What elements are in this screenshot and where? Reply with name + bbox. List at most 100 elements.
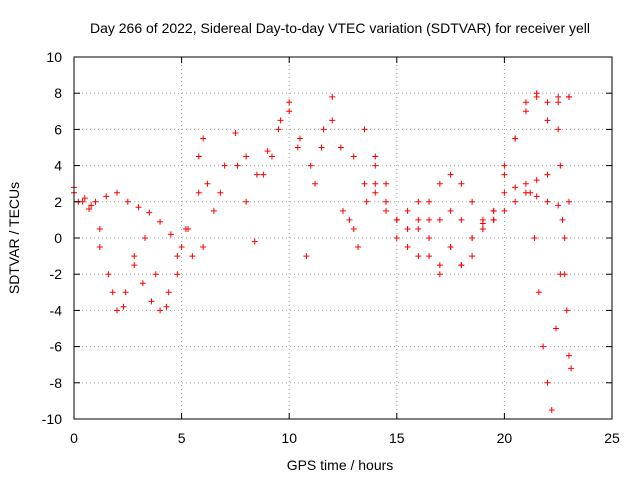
data-point bbox=[135, 204, 142, 211]
data-point bbox=[346, 216, 353, 223]
data-point bbox=[522, 99, 529, 106]
data-point bbox=[200, 244, 207, 251]
data-point bbox=[544, 198, 551, 205]
x-axis-label: GPS time / hours bbox=[287, 457, 394, 473]
data-point bbox=[340, 207, 346, 214]
data-point bbox=[447, 244, 454, 251]
data-point bbox=[458, 216, 465, 223]
data-point bbox=[404, 244, 411, 251]
data-point bbox=[337, 144, 344, 151]
data-point bbox=[253, 171, 260, 178]
data-point bbox=[185, 225, 192, 232]
series-sat-track-7 bbox=[350, 93, 572, 260]
data-point bbox=[109, 289, 116, 296]
data-point bbox=[544, 379, 551, 386]
data-point bbox=[383, 180, 390, 187]
data-point bbox=[426, 198, 433, 205]
data-point bbox=[174, 253, 181, 260]
data-point bbox=[163, 303, 170, 310]
x-tick-label: 5 bbox=[178, 430, 186, 446]
series-sat-track-6 bbox=[340, 90, 572, 232]
data-point bbox=[436, 271, 443, 278]
data-point bbox=[307, 162, 314, 169]
data-point bbox=[383, 207, 390, 214]
data-point bbox=[329, 117, 336, 124]
data-point bbox=[350, 225, 357, 232]
data-point bbox=[490, 207, 497, 214]
y-tick-label: 2 bbox=[54, 194, 62, 210]
data-point bbox=[490, 216, 497, 223]
data-point bbox=[469, 253, 476, 260]
data-point bbox=[174, 271, 181, 278]
data-point bbox=[200, 135, 207, 142]
data-point bbox=[426, 253, 433, 260]
y-axis-label: SDTVAR / TECUs bbox=[6, 182, 22, 294]
grid bbox=[74, 57, 612, 419]
data-point bbox=[404, 225, 411, 232]
y-tick-label: -10 bbox=[42, 411, 62, 427]
data-point bbox=[139, 280, 146, 287]
data-point bbox=[165, 289, 172, 296]
data-point bbox=[157, 218, 164, 225]
series-sat-track-8 bbox=[372, 171, 551, 269]
data-point bbox=[469, 198, 476, 205]
data-point bbox=[522, 108, 529, 115]
data-point bbox=[458, 180, 465, 187]
data-point bbox=[329, 93, 336, 100]
y-tick-label: -4 bbox=[50, 302, 63, 318]
series-sat-track-5 bbox=[234, 93, 379, 260]
data-point bbox=[146, 209, 153, 216]
series-sat-track-10 bbox=[527, 189, 572, 413]
data-point bbox=[286, 108, 293, 115]
y-tick-label: 0 bbox=[54, 230, 62, 246]
data-point bbox=[469, 235, 476, 241]
data-point bbox=[540, 343, 547, 350]
data-point bbox=[555, 202, 562, 209]
data-point bbox=[415, 253, 422, 260]
data-point bbox=[447, 207, 454, 214]
y-tick-label: -2 bbox=[50, 266, 63, 282]
series-sat-track-11 bbox=[555, 126, 575, 372]
data-point bbox=[92, 198, 99, 205]
data-point bbox=[544, 171, 551, 178]
data-point bbox=[404, 207, 411, 214]
data-point bbox=[372, 153, 379, 160]
data-point bbox=[204, 180, 211, 187]
data-point bbox=[234, 162, 241, 169]
x-tick-label: 25 bbox=[604, 430, 620, 446]
data-point bbox=[124, 198, 131, 205]
data-point bbox=[303, 253, 310, 260]
series-sat-track-9 bbox=[404, 189, 562, 278]
data-point bbox=[120, 303, 127, 310]
data-point bbox=[243, 198, 250, 205]
data-point bbox=[178, 244, 185, 251]
data-point bbox=[167, 231, 174, 238]
data-point bbox=[243, 153, 250, 160]
data-point bbox=[294, 144, 301, 151]
x-tick-label: 10 bbox=[281, 430, 297, 446]
data-point bbox=[286, 99, 293, 106]
data-point bbox=[512, 184, 519, 191]
data-point bbox=[533, 93, 540, 100]
data-point bbox=[260, 171, 267, 178]
data-point bbox=[548, 406, 555, 413]
data-point bbox=[88, 202, 95, 209]
data-point bbox=[361, 126, 368, 133]
data-point bbox=[436, 180, 443, 187]
data-point bbox=[221, 162, 228, 169]
data-point bbox=[533, 193, 540, 200]
data-point bbox=[275, 126, 282, 133]
data-point bbox=[372, 180, 379, 187]
data-point bbox=[355, 244, 362, 251]
data-point bbox=[251, 238, 258, 245]
data-point bbox=[81, 195, 88, 202]
data-point bbox=[512, 198, 519, 205]
data-point bbox=[217, 189, 224, 196]
data-point bbox=[436, 216, 443, 223]
data-point bbox=[152, 271, 159, 278]
data-point bbox=[372, 162, 379, 169]
y-tick-label: 8 bbox=[54, 85, 62, 101]
data-point bbox=[318, 144, 325, 151]
y-tick-label: -8 bbox=[50, 375, 63, 391]
y-tick-label: 4 bbox=[54, 158, 62, 174]
